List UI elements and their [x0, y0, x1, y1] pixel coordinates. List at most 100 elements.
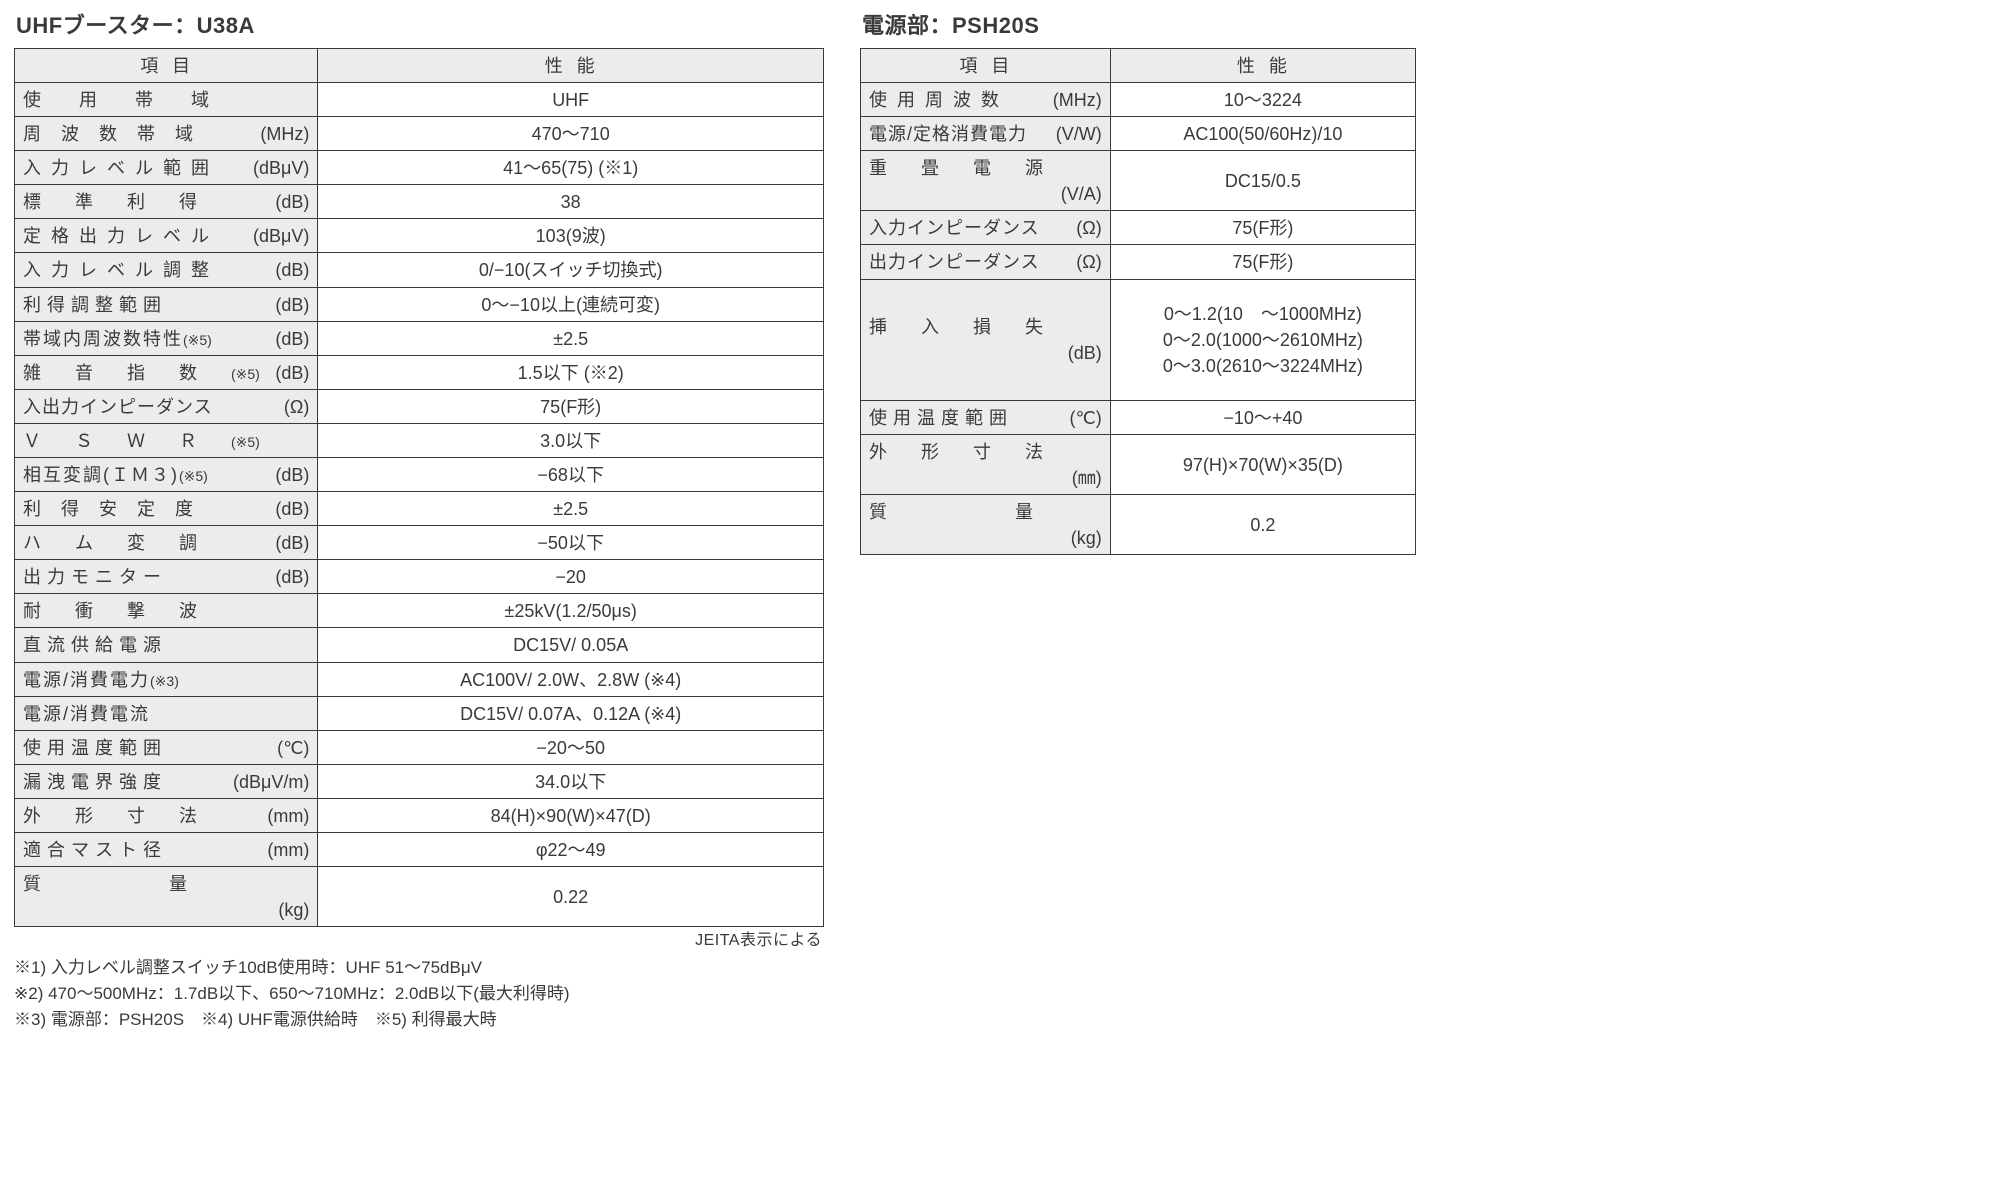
- spec-label: 入力レベル調整(dB): [15, 253, 318, 287]
- spec-label: 外形寸法(mm): [15, 798, 318, 832]
- table-row: 質量(kg)0.2: [861, 495, 1416, 555]
- spec-value: 84(H)×90(W)×47(D): [318, 798, 824, 832]
- spec-label: 相互変調(ＩＭ３)(※5)(dB): [15, 458, 318, 492]
- spec-value: ±2.5: [318, 492, 824, 526]
- header-item: 項目: [861, 48, 1111, 82]
- spec-value: φ22～49: [318, 833, 824, 867]
- spec-label: 使用温度範囲(℃): [861, 400, 1111, 434]
- table-row: 挿入損失(dB)0～1.2(10 ～1000MHz)0～2.0(1000～261…: [861, 279, 1416, 400]
- spec-value: 1.5以下 (※2): [318, 355, 824, 389]
- header-perf: 性能: [318, 48, 824, 82]
- table-row: 出力インピーダンス(Ω)75(F形): [861, 245, 1416, 279]
- table-row: 入力レベル範囲(dBμV)41～65(75) (※1): [15, 151, 824, 185]
- header-item: 項目: [15, 48, 318, 82]
- spec-label: 適合マスト径(mm): [15, 833, 318, 867]
- spec-value: 0/−10(スイッチ切換式): [318, 253, 824, 287]
- spec-value: ±2.5: [318, 321, 824, 355]
- spec-value: 97(H)×70(W)×35(D): [1110, 434, 1415, 494]
- table-row: 漏洩電界強度(dBμV/m)34.0以下: [15, 764, 824, 798]
- table-header-row: 項目 性能: [15, 48, 824, 82]
- footnote-line: ※3) 電源部：PSH20S ※4) UHF電源供給時 ※5) 利得最大時: [14, 1007, 824, 1033]
- table-row: 標準利得(dB)38: [15, 185, 824, 219]
- spec-label: 使用温度範囲(℃): [15, 730, 318, 764]
- spec-label: 周波数帯域(MHz): [15, 117, 318, 151]
- spec-value: 10～3224: [1110, 82, 1415, 116]
- footnotes: ※1) 入力レベル調整スイッチ10dB使用時：UHF 51～75dBμV※2) …: [14, 955, 824, 1034]
- spec-value: 470～710: [318, 117, 824, 151]
- spec-label: ハム変調(dB): [15, 526, 318, 560]
- table-row: 適合マスト径(mm)φ22～49: [15, 833, 824, 867]
- spec-label: 出力モニター(dB): [15, 560, 318, 594]
- table-row: 出力モニター(dB)−20: [15, 560, 824, 594]
- table-row: 電源/消費電流DC15V/ 0.07A、0.12A (※4): [15, 696, 824, 730]
- footnote-line: ※2) 470～500MHz：1.7dB以下、650～710MHz：2.0dB以…: [14, 981, 824, 1007]
- spec-label: 標準利得(dB): [15, 185, 318, 219]
- spec-value: 38: [318, 185, 824, 219]
- spec-value: 0.22: [318, 867, 824, 927]
- psu-section: 電源部：PSH20S 項目 性能 使用周波数(MHz)10～3224電源/定格消…: [860, 10, 1416, 555]
- spec-label: 挿入損失(dB): [861, 279, 1111, 400]
- spec-value: ±25kV(1.2/50μs): [318, 594, 824, 628]
- spec-value: AC100(50/60Hz)/10: [1110, 117, 1415, 151]
- spec-label: 直流供給電源: [15, 628, 318, 662]
- table-row: 使用温度範囲(℃)−10～+40: [861, 400, 1416, 434]
- table-row: 周波数帯域(MHz)470～710: [15, 117, 824, 151]
- spec-value: 75(F形): [1110, 245, 1415, 279]
- spec-label: 漏洩電界強度(dBμV/m): [15, 764, 318, 798]
- header-perf: 性能: [1110, 48, 1415, 82]
- spec-label: 入出力インピーダンス(Ω): [15, 389, 318, 423]
- table-row: ＶＳＷＲ(※5)3.0以下: [15, 423, 824, 457]
- spec-value: 0～−10以上(連続可変): [318, 287, 824, 321]
- spec-value: −20～50: [318, 730, 824, 764]
- table-row: 外形寸法(mm)84(H)×90(W)×47(D): [15, 798, 824, 832]
- spec-label: 帯域内周波数特性(※5)(dB): [15, 321, 318, 355]
- spec-label: 使用帯域: [15, 82, 318, 116]
- spec-label: 耐衝撃波: [15, 594, 318, 628]
- spec-label: ＶＳＷＲ(※5): [15, 423, 318, 457]
- spec-value: 41～65(75) (※1): [318, 151, 824, 185]
- table-row: 入力インピーダンス(Ω)75(F形): [861, 211, 1416, 245]
- spec-label: 外形寸法(㎜): [861, 434, 1111, 494]
- spec-value: −10～+40: [1110, 400, 1415, 434]
- spec-value: 75(F形): [1110, 211, 1415, 245]
- spec-value: DC15V/ 0.07A、0.12A (※4): [318, 696, 824, 730]
- spec-label: 質量(kg): [861, 495, 1111, 555]
- table-row: 重畳電源(V/A)DC15/0.5: [861, 151, 1416, 211]
- spec-label: 雑音指数(※5)(dB): [15, 355, 318, 389]
- spec-value: 0～1.2(10 ～1000MHz)0～2.0(1000～2610MHz)0～3…: [1110, 279, 1415, 400]
- spec-value: −50以下: [318, 526, 824, 560]
- table-row: 帯域内周波数特性(※5)(dB)±2.5: [15, 321, 824, 355]
- table-row: 利得安定度(dB)±2.5: [15, 492, 824, 526]
- spec-value: 75(F形): [318, 389, 824, 423]
- page-wrap: UHFブースター：U38A 項目 性能 使用帯域UHF周波数帯域(MHz)470…: [14, 10, 2002, 1034]
- spec-value: −20: [318, 560, 824, 594]
- spec-value: 34.0以下: [318, 764, 824, 798]
- footnote-line: ※1) 入力レベル調整スイッチ10dB使用時：UHF 51～75dBμV: [14, 955, 824, 981]
- table-row: 使用帯域UHF: [15, 82, 824, 116]
- table-row: 入力レベル調整(dB)0/−10(スイッチ切換式): [15, 253, 824, 287]
- spec-label: 利得安定度(dB): [15, 492, 318, 526]
- table-row: 使用周波数(MHz)10～3224: [861, 82, 1416, 116]
- table-row: 耐衝撃波±25kV(1.2/50μs): [15, 594, 824, 628]
- spec-label: 電源/定格消費電力(V/W): [861, 117, 1111, 151]
- table-row: 質量(kg)0.22: [15, 867, 824, 927]
- spec-value: DC15/0.5: [1110, 151, 1415, 211]
- table-row: 直流供給電源DC15V/ 0.05A: [15, 628, 824, 662]
- booster-table: 項目 性能 使用帯域UHF周波数帯域(MHz)470～710入力レベル範囲(dB…: [14, 48, 824, 927]
- spec-label: 重畳電源(V/A): [861, 151, 1111, 211]
- booster-section: UHFブースター：U38A 項目 性能 使用帯域UHF周波数帯域(MHz)470…: [14, 10, 824, 1034]
- table-row: ハム変調(dB)−50以下: [15, 526, 824, 560]
- spec-value: AC100V/ 2.0W、2.8W (※4): [318, 662, 824, 696]
- spec-value: 3.0以下: [318, 423, 824, 457]
- table-row: 利得調整範囲(dB)0～−10以上(連続可変): [15, 287, 824, 321]
- table-row: 電源/消費電力(※3)AC100V/ 2.0W、2.8W (※4): [15, 662, 824, 696]
- psu-table: 項目 性能 使用周波数(MHz)10～3224電源/定格消費電力(V/W)AC1…: [860, 48, 1416, 555]
- spec-label: 使用周波数(MHz): [861, 82, 1111, 116]
- table-row: 入出力インピーダンス(Ω)75(F形): [15, 389, 824, 423]
- spec-value: UHF: [318, 82, 824, 116]
- spec-label: 電源/消費電力(※3): [15, 662, 318, 696]
- table-row: 定格出力レベル(dBμV)103(9波): [15, 219, 824, 253]
- table-row: 相互変調(ＩＭ３)(※5)(dB)−68以下: [15, 458, 824, 492]
- spec-label: 定格出力レベル(dBμV): [15, 219, 318, 253]
- spec-label: 利得調整範囲(dB): [15, 287, 318, 321]
